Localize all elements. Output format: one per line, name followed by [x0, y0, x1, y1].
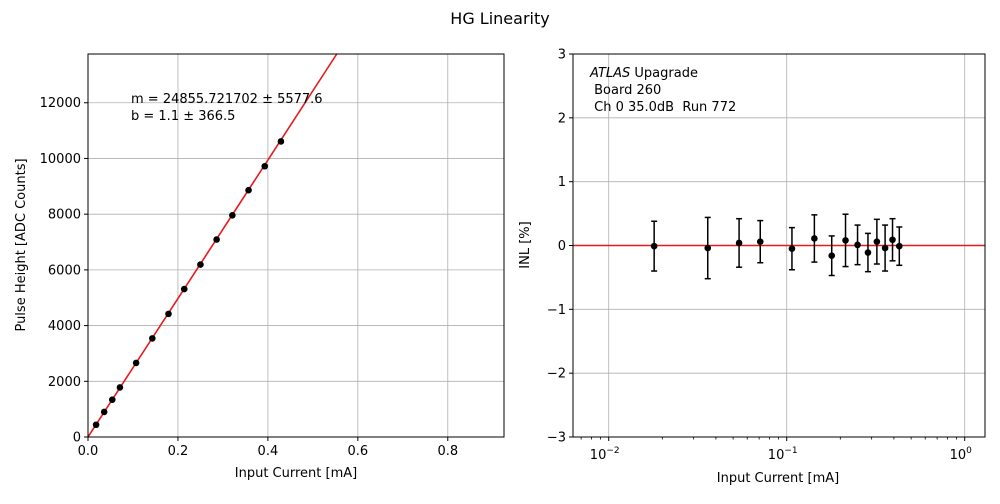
right-x-tick-label: 100 [950, 446, 973, 463]
right-data-point [895, 242, 903, 250]
right-data-point [889, 236, 896, 244]
right-y-tick-label: 1 [558, 175, 566, 190]
right-data-point [842, 237, 849, 244]
left-data-point [92, 421, 100, 429]
right-y-tick-label: 0 [558, 239, 566, 254]
right-annotation-italic: ATLAS [589, 66, 630, 81]
left-data-point [100, 408, 108, 416]
right-data-point [811, 235, 818, 242]
right-annotation-rest: Upagrade [630, 66, 698, 81]
right-y-tick-label: 2 [558, 111, 566, 126]
left-y-tick-label: 10000 [40, 152, 81, 167]
right-data-point [756, 238, 764, 245]
right-data-point [873, 238, 881, 245]
left-x-axis-label: Input Current [mA] [235, 466, 357, 481]
right-x-tick-base: 10 [590, 448, 607, 463]
left-data-point [180, 285, 188, 293]
left-y-axis-label: Pulse Height [ADC Counts] [14, 158, 29, 331]
left-data-point [213, 236, 220, 243]
left-x-tick-label: 0.4 [258, 444, 279, 459]
left-data-point [116, 384, 124, 391]
right-y-tick-label: −3 [547, 431, 566, 446]
left-x-tick-label: 0.6 [347, 444, 368, 459]
left-data-point [229, 211, 236, 219]
left-y-tick-label: 4000 [48, 319, 81, 334]
right-x-tick-exponent: 0 [966, 446, 972, 456]
left-data-point [149, 335, 156, 342]
left-data-point [132, 359, 140, 367]
right-data-point [828, 252, 836, 260]
left-x-tick-label: 0.2 [168, 444, 189, 459]
right-data-point [704, 244, 712, 252]
left-y-tick-label: 12000 [40, 96, 81, 111]
right-y-tick-label: −1 [547, 303, 566, 318]
left-y-tick-label: 2000 [48, 375, 81, 390]
figure-title: HG Linearity [450, 9, 549, 28]
right-data-point [788, 245, 796, 252]
left-data-point [277, 138, 285, 145]
left-data-point [245, 186, 252, 194]
right-data-point [854, 241, 861, 249]
right-x-tick-label: 10−2 [590, 446, 620, 463]
left-y-tick-label: 8000 [48, 208, 81, 223]
right-x-tick-base: 10 [768, 448, 785, 463]
left-axes-frame [87, 53, 505, 438]
left-panel: 0.0 0.2 0.4 0.6 0.8 0 2000 4000 6000 8000 10000 12… [14, 53, 505, 481]
left-fit-line [87, 53, 338, 438]
right-annotation-line3: Ch 0 35.0dB Run 772 [590, 100, 736, 115]
right-annotation-line1: ATLAS Upagrade [589, 66, 698, 81]
left-data-point [197, 261, 204, 268]
left-annotation-slope: m = 24855.721702 ± 5577.6 [131, 92, 323, 107]
right-data-point [650, 242, 658, 250]
left-y-tick-label: 6000 [48, 263, 81, 278]
right-x-tick-exponent: −1 [784, 446, 797, 456]
right-x-tick-label: 10−1 [768, 446, 798, 463]
left-x-tick-label: 0.8 [437, 444, 458, 459]
right-y-axis-label: INL [%] [518, 221, 533, 268]
left-y-tick-label: 0 [73, 431, 81, 446]
right-y-tick-label: 3 [558, 48, 566, 63]
right-annotation-line2: Board 260 [590, 83, 661, 98]
right-data-point [881, 244, 889, 252]
right-x-tick-exponent: −2 [606, 446, 619, 456]
right-x-axis-label: Input Current [mA] [717, 471, 839, 486]
right-data-point [864, 249, 872, 256]
left-data-point [261, 162, 269, 170]
right-y-tick-label: −2 [547, 367, 566, 382]
left-data-point [165, 310, 172, 318]
right-data-point [735, 239, 743, 247]
left-annotation-intercept: b = 1.1 ± 366.5 [131, 109, 235, 124]
left-data-point [108, 396, 116, 403]
right-x-tick-base: 10 [950, 448, 967, 463]
left-x-tick-label: 0.0 [78, 444, 99, 459]
